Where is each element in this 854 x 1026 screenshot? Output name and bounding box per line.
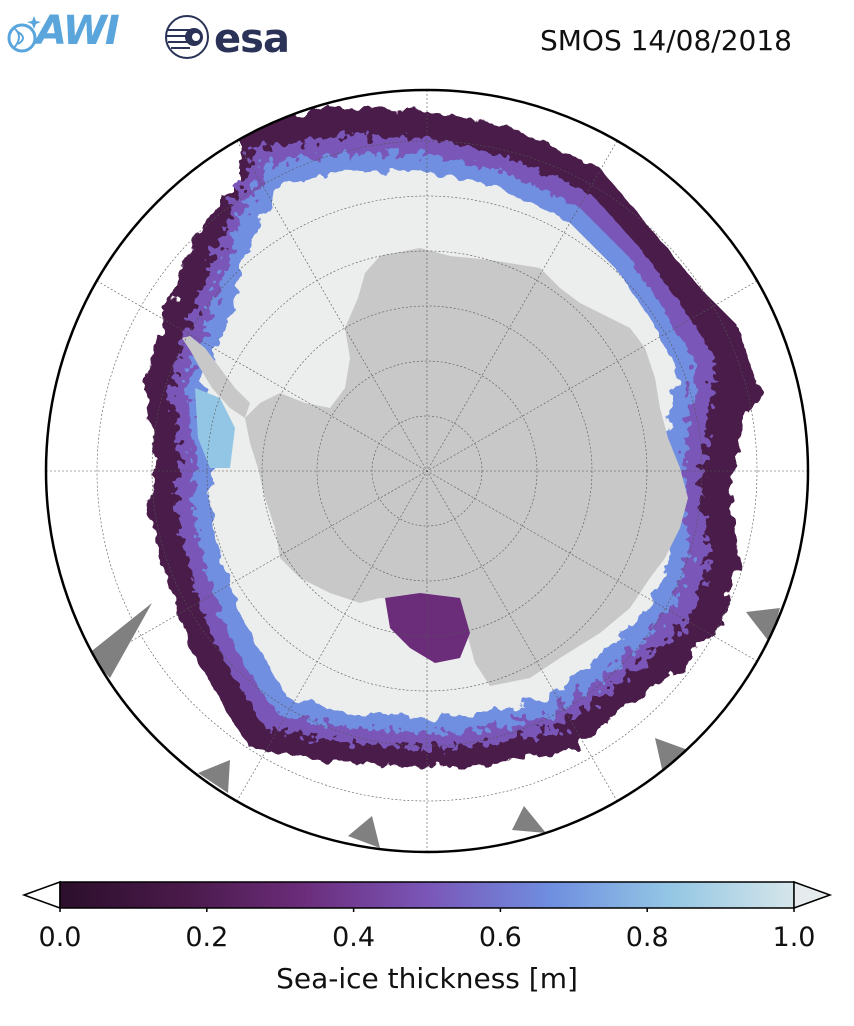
weddell-blue-patch bbox=[195, 388, 235, 468]
colorbar bbox=[21, 880, 833, 912]
tick-label: 0.8 bbox=[625, 922, 669, 953]
esa-emblem-icon bbox=[165, 15, 209, 59]
polar-map bbox=[44, 88, 810, 854]
awi-globe-icon bbox=[7, 16, 41, 53]
awi-wordmark: AWI bbox=[36, 8, 120, 54]
tick-label: 0.6 bbox=[478, 922, 522, 953]
esa-wordmark: esa bbox=[214, 16, 290, 62]
missing-data-wedges bbox=[88, 603, 780, 848]
awi-logo: AWI bbox=[6, 6, 151, 64]
antarctica-landmass bbox=[245, 248, 688, 686]
colorbar-max-extend bbox=[793, 880, 833, 910]
colorbar-gradient bbox=[59, 881, 795, 909]
ross-sea-thin-ice bbox=[385, 593, 470, 663]
colorbar-min-extend bbox=[21, 880, 61, 910]
logos: AWI esa bbox=[6, 6, 306, 64]
antarctic-peninsula bbox=[182, 336, 250, 418]
tick-label: 0.4 bbox=[332, 922, 376, 953]
graticule bbox=[46, 90, 808, 852]
tick-label: 0.0 bbox=[38, 922, 82, 953]
esa-logo: esa bbox=[164, 14, 314, 64]
map-boundary bbox=[44, 88, 810, 854]
tick-label: 0.2 bbox=[185, 922, 229, 953]
colorbar-tick-labels: 0.0 0.2 0.4 0.6 0.8 1.0 bbox=[0, 922, 854, 962]
tick-label: 1.0 bbox=[772, 922, 816, 953]
colorbar-label: Sea-ice thickness [m] bbox=[276, 962, 578, 995]
map-title: SMOS 14/08/2018 bbox=[539, 24, 792, 57]
